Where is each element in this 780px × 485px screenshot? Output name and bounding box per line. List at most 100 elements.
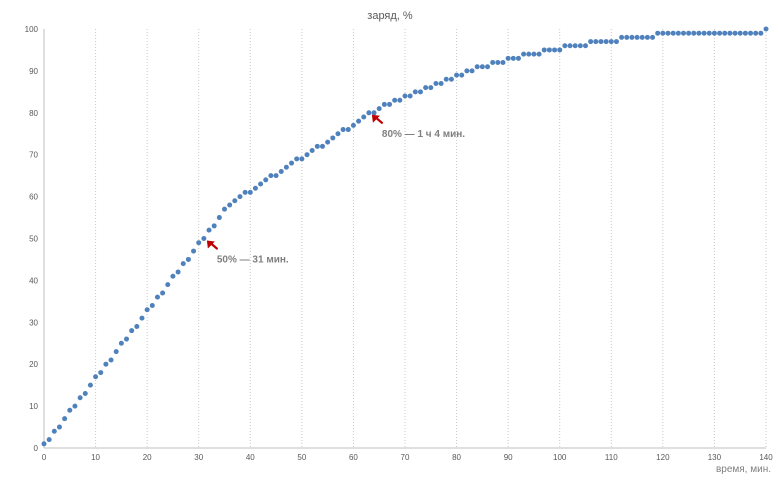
data-point — [660, 30, 666, 36]
data-point — [175, 269, 181, 275]
data-point — [165, 282, 171, 288]
annotation-arrow-head — [371, 114, 380, 123]
x-tick-label: 50 — [297, 453, 306, 462]
data-point — [567, 43, 573, 49]
y-tick-label: 90 — [29, 67, 38, 76]
data-point — [423, 85, 429, 91]
data-point — [706, 30, 712, 36]
data-point — [479, 64, 485, 70]
data-point — [448, 76, 454, 82]
data-point — [206, 227, 212, 233]
y-tick-label: 40 — [29, 276, 38, 285]
data-point — [665, 30, 671, 36]
x-tick-label: 70 — [401, 453, 410, 462]
data-point — [149, 303, 155, 309]
data-point — [381, 101, 387, 107]
y-tick-label: 10 — [29, 402, 38, 411]
data-point — [41, 441, 47, 447]
data-point — [459, 72, 465, 78]
data-point — [454, 72, 460, 78]
data-point — [67, 407, 73, 413]
annotations: 50% — 31 мин. 80% — 1 ч 4 мин. — [206, 114, 465, 266]
data-point — [469, 68, 475, 74]
x-tick-label: 110 — [605, 453, 618, 462]
data-point — [124, 336, 130, 342]
data-point — [428, 85, 434, 91]
data-point — [557, 47, 563, 53]
annotation-label: 50% — 31 мин. — [217, 255, 289, 266]
data-point — [56, 424, 62, 430]
data-point — [350, 122, 356, 128]
data-point — [247, 189, 253, 195]
annotation-2: 80% — 1 ч 4 мин. — [371, 114, 465, 140]
data-point — [526, 51, 532, 57]
y-tick-label: 50 — [29, 235, 38, 244]
y-tick-label: 60 — [29, 193, 38, 202]
annotation-arrow-head — [206, 240, 215, 249]
data-point — [397, 97, 403, 103]
y-tick-label: 30 — [29, 318, 38, 327]
data-point — [742, 30, 748, 36]
data-point — [392, 97, 398, 103]
x-tick-label: 0 — [42, 453, 47, 462]
data-point — [748, 30, 754, 36]
x-tick-label: 30 — [194, 453, 203, 462]
data-point — [650, 34, 656, 40]
data-point — [283, 164, 289, 170]
data-point — [345, 127, 351, 133]
data-point — [577, 43, 583, 49]
data-point — [294, 156, 300, 162]
data-point — [722, 30, 728, 36]
data-point — [443, 76, 449, 82]
data-point — [583, 43, 588, 49]
data-point — [510, 55, 516, 61]
data-point — [402, 93, 408, 99]
data-point — [191, 248, 197, 254]
data-point — [98, 370, 104, 376]
data-point — [438, 80, 444, 86]
data-point — [139, 315, 145, 321]
data-point — [289, 160, 295, 166]
data-point — [629, 34, 635, 40]
data-point — [356, 118, 362, 124]
data-point — [222, 206, 227, 212]
x-tick-label: 140 — [759, 453, 773, 462]
data-point — [474, 64, 480, 70]
data-point — [211, 223, 217, 229]
data-point — [258, 181, 264, 187]
grid — [95, 29, 767, 448]
data-point — [144, 307, 150, 313]
data-point — [330, 135, 336, 141]
data-point — [598, 39, 604, 45]
data-point — [278, 168, 284, 174]
data-point — [154, 294, 160, 300]
data-point — [490, 60, 496, 66]
y-tick-label: 100 — [25, 25, 39, 34]
data-point — [644, 34, 650, 40]
data-point — [113, 349, 119, 355]
data-point — [737, 30, 743, 36]
data-point — [500, 60, 506, 66]
y-tick-label: 70 — [29, 151, 38, 160]
data-point — [464, 68, 470, 74]
data-point — [675, 30, 681, 36]
data-point — [263, 177, 269, 183]
data-point — [686, 30, 692, 36]
data-point — [691, 30, 697, 36]
data-point — [717, 30, 723, 36]
data-point — [299, 156, 305, 162]
data-point — [160, 290, 166, 296]
data-point — [180, 261, 186, 267]
data-point — [562, 43, 568, 49]
x-tick-label: 10 — [91, 453, 100, 462]
data-point — [634, 34, 640, 40]
data-point — [134, 323, 140, 329]
data-point — [268, 173, 274, 179]
data-point — [273, 173, 279, 179]
data-points — [41, 26, 769, 447]
data-point — [103, 361, 109, 367]
data-point — [51, 428, 57, 434]
data-point — [118, 340, 124, 346]
y-tick-labels: 0 10 20 30 40 50 60 70 80 90 100 — [25, 25, 39, 453]
data-point — [515, 55, 521, 61]
